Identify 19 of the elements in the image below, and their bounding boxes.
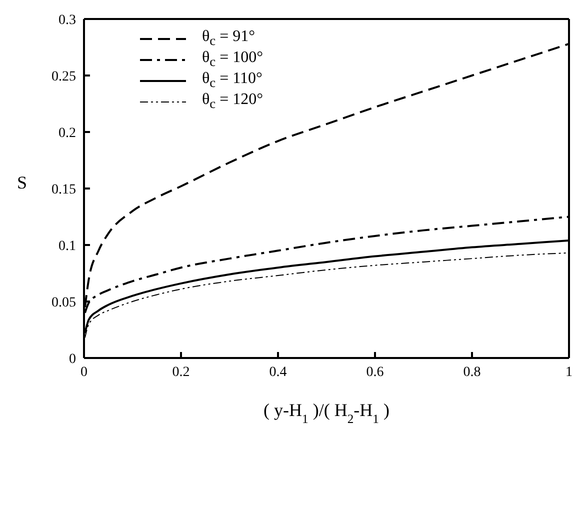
y-tick-label: 0 [69,352,76,367]
x-tick-label: 1 [566,364,572,380]
y-tick-label: 0.2 [58,126,76,141]
x-tick-label: 0.2 [172,364,190,380]
y-axis-title: S [16,172,28,192]
y-tick-label: 0.1 [58,238,76,254]
x-axis-title: ( y-H$_{1}$ )/( H$_{2}$-H$_{1}$ ) [264,400,390,426]
legend-label: θ$_{c}$ = 120° [202,90,264,112]
x-tick-label: 0 [80,364,88,380]
y-tick-label: 0.25 [52,69,76,84]
x-tick-label: 0.6 [366,364,384,380]
y-tick-label: 0.05 [52,295,76,310]
y-tick-label: 0.3 [58,12,76,28]
legend-label: θ$_{c}$ = 110° [202,70,262,92]
x-tick-label: 0.4 [269,364,287,380]
legend-label: θ$_{c}$ = 91° [202,28,256,50]
x-tick-label: 0.8 [463,364,481,380]
legend-label: θ$_{c}$ = 100° [202,48,264,70]
y-tick-label: 0.15 [52,182,76,198]
